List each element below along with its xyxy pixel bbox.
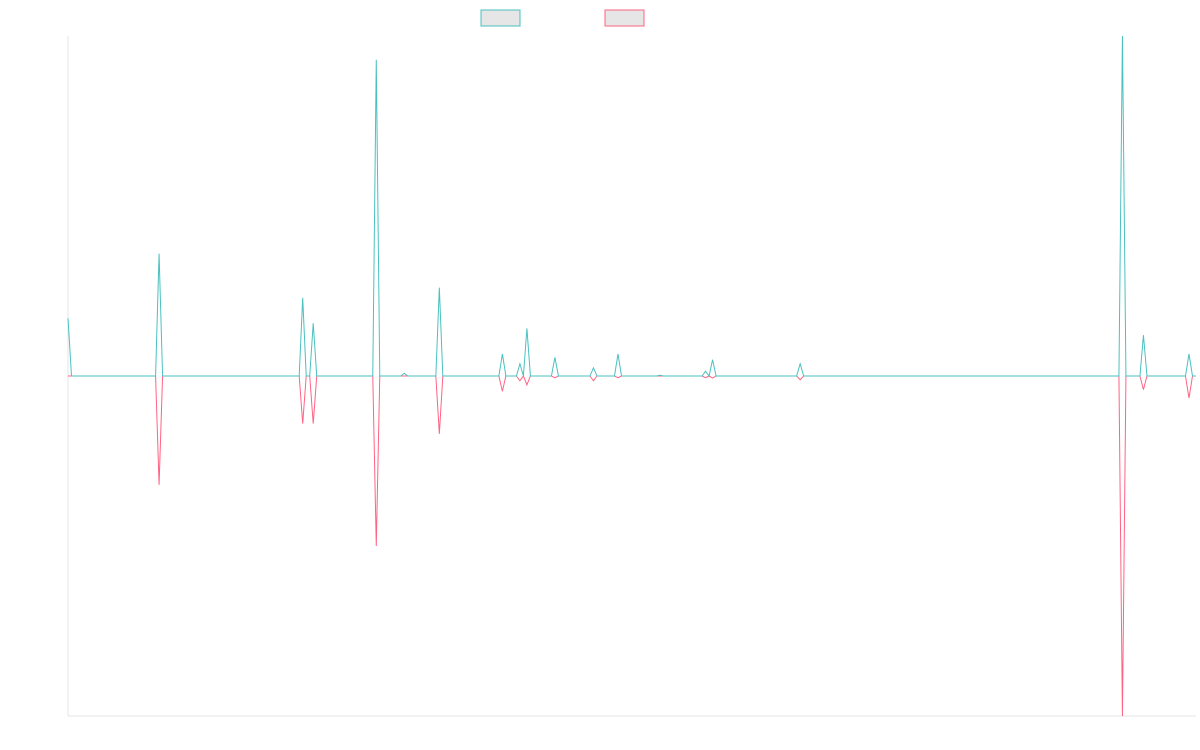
series-line-1 [67, 35, 1196, 378]
series-line-2 [68, 374, 1196, 717]
legend-swatch-1 [480, 9, 521, 27]
legend [480, 9, 645, 27]
legend-swatch-2 [604, 9, 645, 27]
series-layer [67, 35, 1196, 717]
